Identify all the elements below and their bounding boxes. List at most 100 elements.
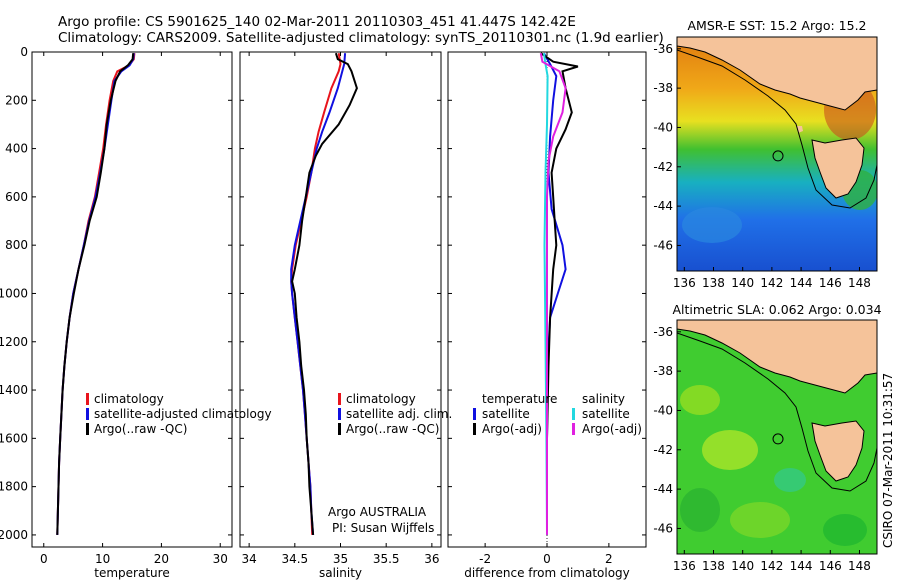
x-tick-label: 36 (424, 552, 439, 566)
legend-swatch-climatology (86, 393, 89, 405)
series-line (540, 52, 579, 535)
x-tick-label: 140 (731, 559, 754, 573)
series-line (539, 53, 567, 535)
x-tick-label: -2 (479, 552, 491, 566)
sst-map-title: AMSR-E SST: 15.2 Argo: 15.2 (687, 18, 866, 33)
sla-mainland-outline (677, 328, 877, 394)
legend-label-satellite: satellite-adjusted climatology (94, 407, 272, 421)
y-tick-label: 800 (5, 238, 28, 252)
x-tick-label: 138 (702, 559, 725, 573)
x-tick-label: 146 (819, 559, 842, 573)
x-axis-label: temperature (94, 566, 169, 580)
y-tick-label: -38 (653, 364, 673, 378)
temperature-legend: climatology satellite-adjusted climatolo… (86, 392, 272, 436)
legend-label-argo: Argo(..raw -QC) (346, 422, 439, 436)
x-tick-label: 142 (760, 559, 783, 573)
sla-map-title: Altimetric SLA: 0.062 Argo: 0.034 (672, 302, 881, 317)
x-tick-label: 20 (154, 552, 169, 566)
legend-label-climatology: climatology (346, 392, 416, 406)
y-tick-label: 1800 (0, 480, 28, 494)
sst-mainland (677, 37, 877, 110)
panel-frame (31, 51, 233, 548)
sla-tasmania (812, 421, 864, 481)
header-line2: Climatology: CARS2009. Satellite-adjuste… (58, 30, 664, 46)
x-tick-label: 148 (848, 559, 871, 573)
y-tick-label: -44 (653, 199, 673, 213)
x-tick-label: 10 (95, 552, 110, 566)
sla-shelf-contour (677, 332, 877, 492)
y-tick-label: -42 (653, 160, 673, 174)
y-tick-label: 400 (5, 142, 28, 156)
map-frame (676, 319, 878, 555)
y-tick-label: 1400 (0, 383, 28, 397)
sla-patch (702, 430, 758, 470)
difference-legend: temperature satellite Argo(-adj) salinit… (473, 392, 642, 436)
y-tick-label: -40 (653, 120, 673, 134)
sla-tasmania-outline (811, 420, 865, 482)
legend-swatch-satellite (338, 408, 341, 420)
y-tick-label: 600 (5, 190, 28, 204)
x-tick-label: 146 (819, 276, 842, 290)
x-tick-label: 144 (790, 559, 813, 573)
sst-cool-patch (682, 207, 742, 243)
x-tick-label: 35.5 (373, 552, 400, 566)
header-line1: Argo profile: CS 5901625_140 02-Mar-2011… (58, 14, 576, 30)
sst-tasmania (812, 138, 864, 198)
y-tick-label: -46 (653, 238, 673, 252)
legend-swatch-climatology (338, 393, 341, 405)
y-tick-label: 0 (20, 45, 28, 59)
salinity-panel: 34 34.5 35 35.5 36 salinity (239, 51, 442, 580)
sla-map-axes: 136 138 140 142 144 146 148 -36 -38 -40 -42 -44 -46 (653, 319, 878, 573)
x-tick-label: 136 (673, 276, 696, 290)
y-tick-label: 1200 (0, 335, 28, 349)
series-line (56, 53, 135, 535)
x-tick-label: 0 (543, 552, 551, 566)
x-tick-label: 30 (213, 552, 228, 566)
x-axis-label: salinity (319, 566, 362, 580)
legend-swatch-argo (86, 423, 89, 435)
legend-swatch-sal-satellite (572, 408, 575, 420)
annotation-line1: Argo AUSTRALIA (328, 505, 427, 519)
legend-label-temp-satellite: satellite (482, 407, 530, 421)
y-tick-label: -40 (653, 403, 673, 417)
legend-label-temp-argo: Argo(-adj) (482, 422, 542, 436)
timestamp-label: CSIRO 07-Mar-2011 10:31:57 (881, 373, 895, 548)
x-tick-label: 148 (848, 276, 871, 290)
sla-patch (774, 468, 806, 492)
y-tick-label: -44 (653, 482, 673, 496)
legend-label-climatology: climatology (94, 392, 164, 406)
x-tick-label: 35 (333, 552, 348, 566)
legend-label-satellite: satellite adj. clim. (346, 407, 452, 421)
x-tick-label: 136 (673, 559, 696, 573)
sla-map (677, 320, 877, 554)
sst-map (677, 37, 877, 271)
x-axis-label: difference from climatology (464, 566, 630, 580)
y-tick-label: -36 (653, 42, 673, 56)
sla-patch (680, 385, 720, 415)
legend-swatch-temp-argo (473, 423, 476, 435)
y-tick-label: 200 (5, 93, 28, 107)
x-tick-label: 0 (40, 552, 48, 566)
legend-label-sal-satellite: satellite (582, 407, 630, 421)
legend-swatch-satellite (86, 408, 89, 420)
y-tick-label: 1600 (0, 431, 28, 445)
x-tick-label: 34 (241, 552, 256, 566)
sla-patch (680, 488, 720, 532)
salinity-legend: climatology satellite adj. clim. Argo(..… (338, 392, 452, 436)
panel-frame (239, 51, 442, 548)
y-tick-label: -36 (653, 325, 673, 339)
legend-swatch-argo (338, 423, 341, 435)
y-tick-label: 1000 (0, 286, 28, 300)
sla-mainland (677, 320, 877, 393)
legend-swatch-sal-argo (572, 423, 575, 435)
x-tick-label: 140 (731, 276, 754, 290)
map-frame (676, 36, 878, 272)
x-tick-label: 2 (605, 552, 613, 566)
x-tick-label: 34.5 (281, 552, 308, 566)
float-position-marker (772, 150, 784, 162)
sst-shelf-contour (677, 49, 877, 209)
legend-title-salinity: salinity (582, 392, 625, 406)
annotation-line2: PI: Susan Wijffels (332, 521, 434, 535)
y-tick-label: -46 (653, 521, 673, 535)
x-tick-label: 142 (760, 276, 783, 290)
